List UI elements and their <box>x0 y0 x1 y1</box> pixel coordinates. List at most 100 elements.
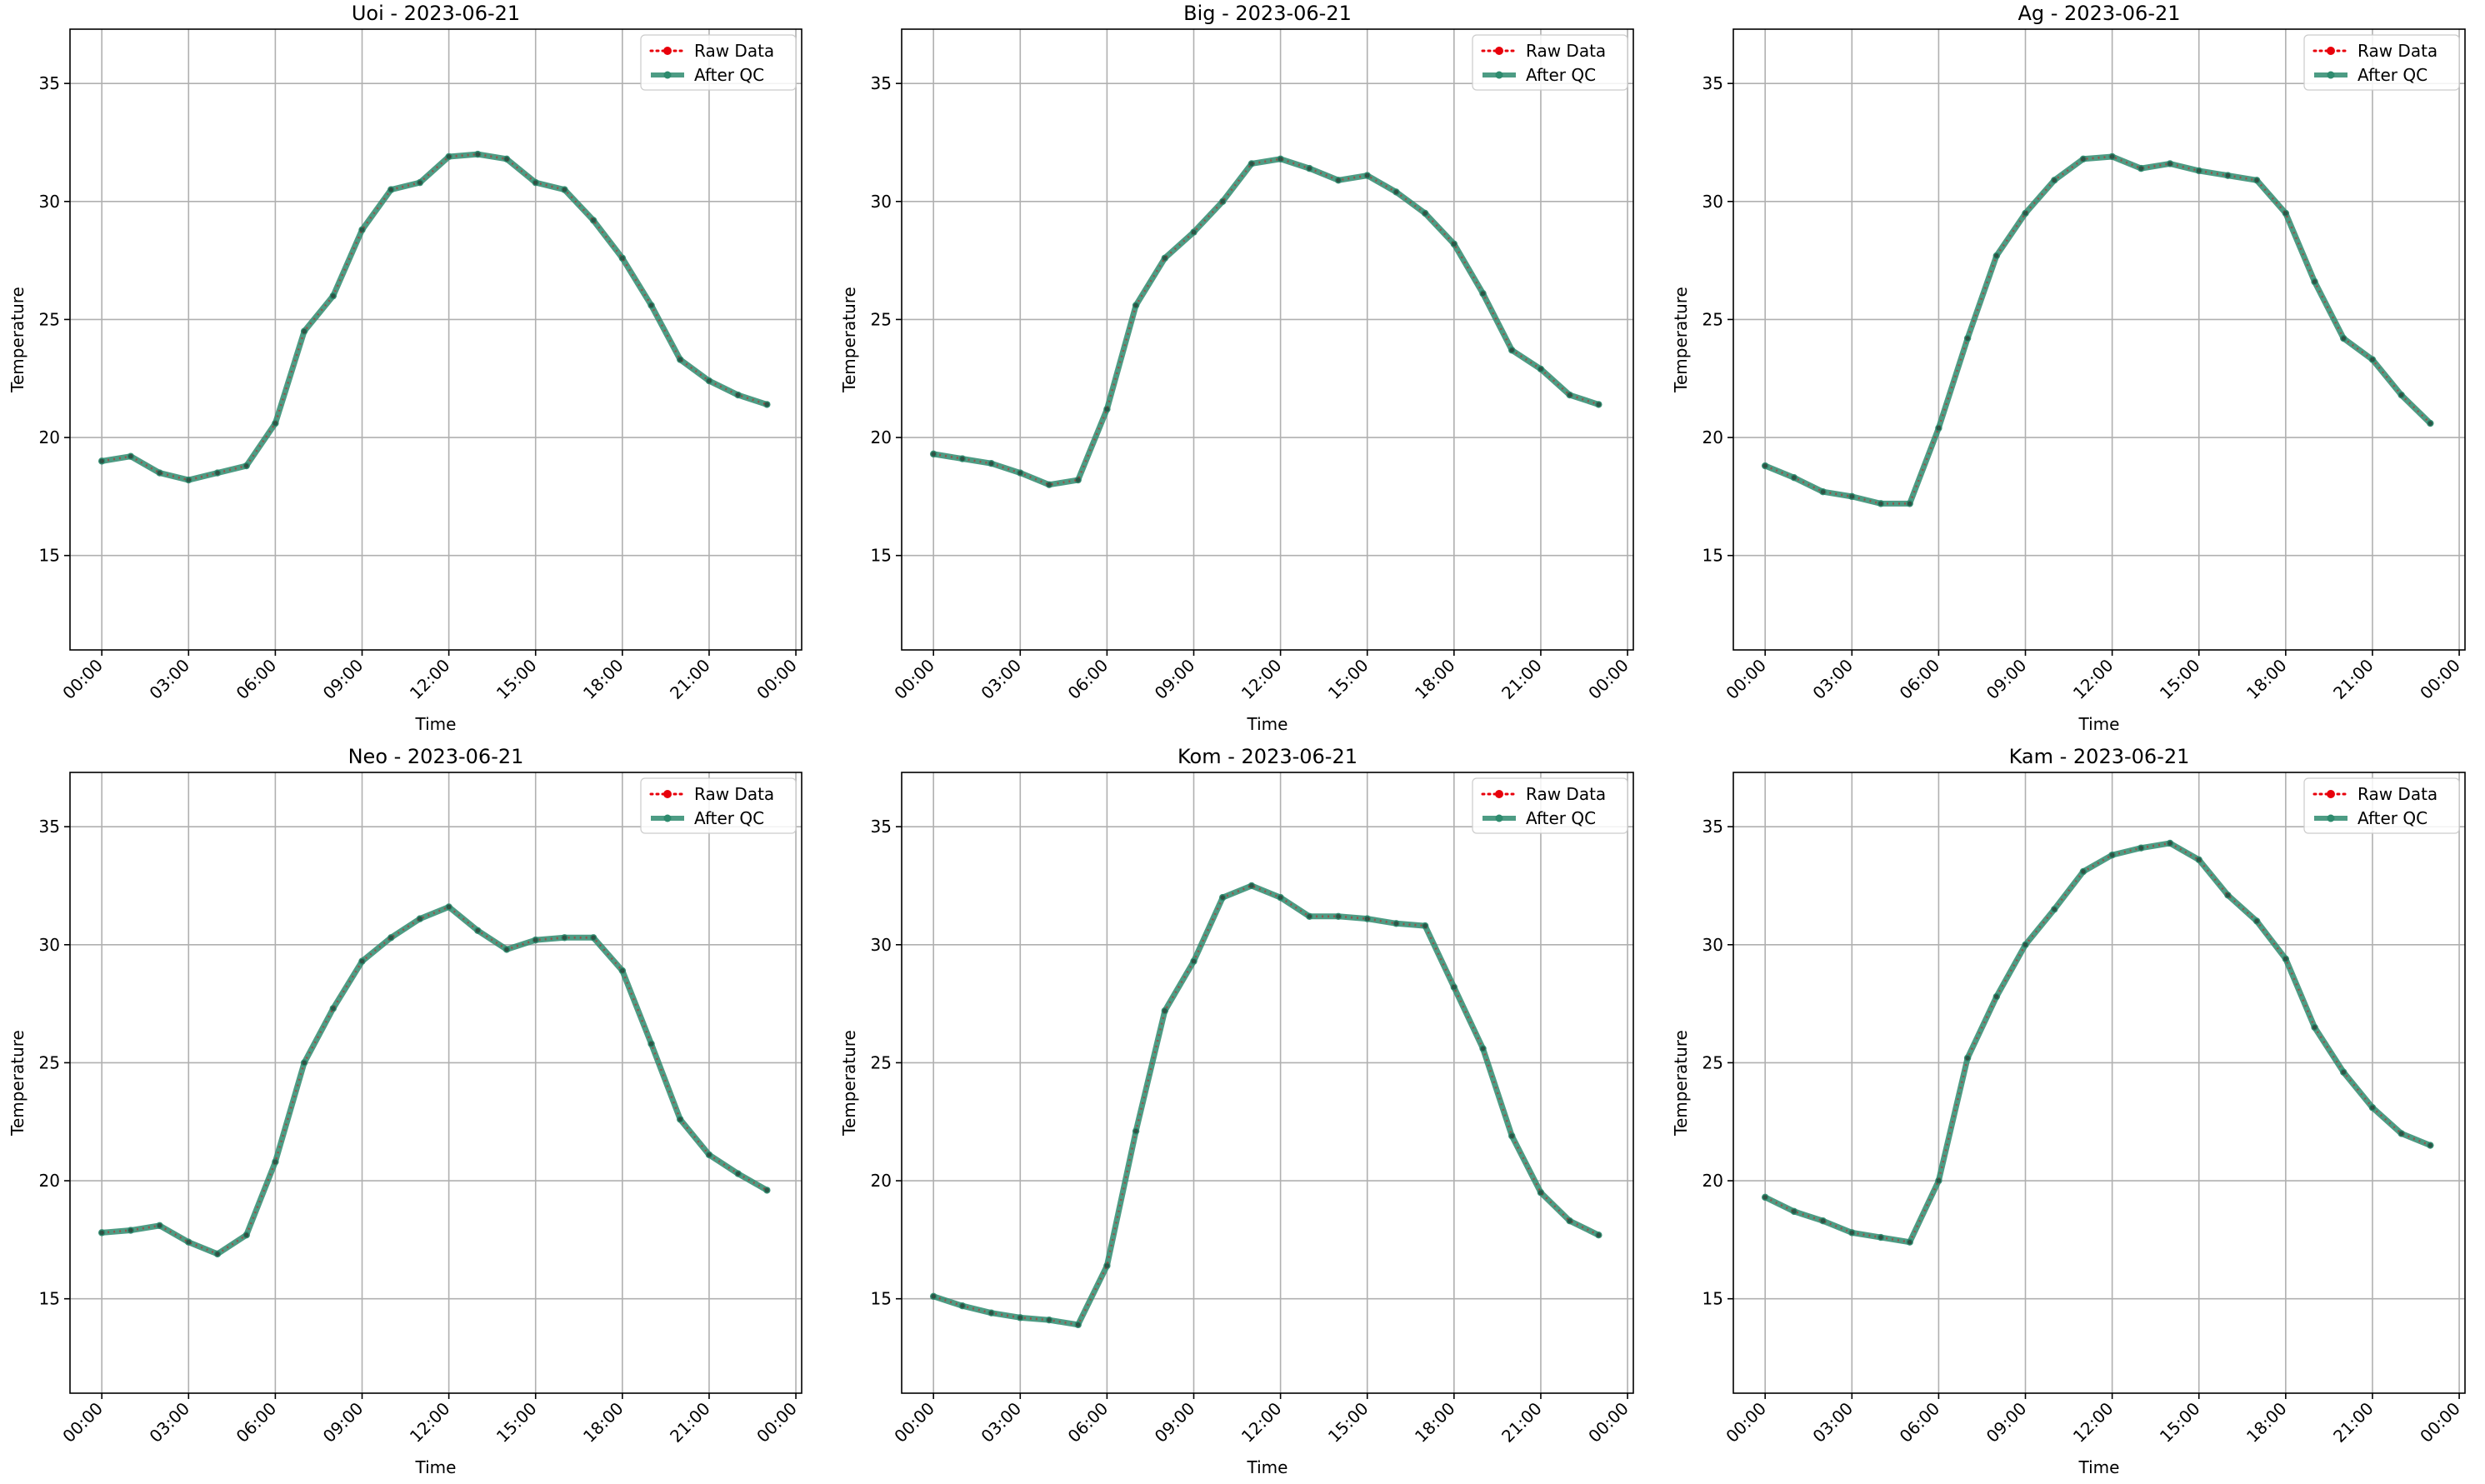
x-tick-label: 03:00 <box>145 655 193 703</box>
point-raw-data <box>1220 198 1226 204</box>
x-tick-label: 03:00 <box>145 1398 193 1447</box>
x-tick-label: 00:00 <box>1722 655 1770 703</box>
chart-title: Kom - 2023-06-21 <box>1178 745 1358 768</box>
y-tick-label: 15 <box>871 546 892 566</box>
point-raw-data <box>648 302 654 308</box>
legend-marker-raw-data <box>2327 47 2335 55</box>
point-raw-data <box>1509 1133 1515 1139</box>
x-tick-label: 00:00 <box>1584 655 1632 703</box>
y-tick-label: 15 <box>1702 1289 1723 1309</box>
y-tick-label: 20 <box>39 427 60 447</box>
y-tick-label: 15 <box>39 546 60 566</box>
point-raw-data <box>1792 475 1797 481</box>
legend-label-after-qc: After QC <box>2358 808 2428 828</box>
point-raw-data <box>591 935 596 941</box>
y-axis-label: Temperature <box>839 287 859 393</box>
point-raw-data <box>1936 1178 1942 1183</box>
legend: Raw Data After QC <box>1472 34 1628 91</box>
y-tick-label: 30 <box>871 935 892 955</box>
x-tick-label: 00:00 <box>58 655 107 703</box>
point-raw-data <box>302 328 307 334</box>
point-raw-data <box>1762 1195 1768 1200</box>
x-tick-label: 12:00 <box>2069 1398 2118 1447</box>
point-raw-data <box>1965 336 1970 341</box>
point-raw-data <box>243 463 249 468</box>
point-raw-data <box>99 1230 104 1236</box>
point-raw-data <box>648 1041 654 1047</box>
point-raw-data <box>1075 1322 1081 1327</box>
point-raw-data <box>931 452 936 457</box>
legend-marker-after-qc <box>1495 814 1503 822</box>
point-raw-data <box>186 1239 192 1245</box>
x-tick-label: 18:00 <box>579 655 628 703</box>
point-raw-data <box>678 357 683 362</box>
legend-label-raw-data: Raw Data <box>1526 784 1606 804</box>
series-line-raw-data <box>1764 842 2431 1244</box>
point-raw-data <box>504 156 509 162</box>
plot-frame <box>901 772 1634 1394</box>
x-tick-label: 18:00 <box>579 1398 628 1447</box>
x-tick-label: 21:00 <box>2329 655 2378 703</box>
point-raw-data <box>1018 1315 1023 1321</box>
x-tick-label: 00:00 <box>752 655 801 703</box>
point-raw-data <box>1480 1046 1486 1052</box>
y-axis-label: Temperature <box>8 1030 28 1137</box>
point-raw-data <box>1336 177 1341 183</box>
point-raw-data <box>1480 291 1486 297</box>
x-tick-label: 21:00 <box>666 1398 714 1447</box>
x-tick-label: 06:00 <box>1064 1398 1112 1447</box>
point-raw-data <box>931 1294 936 1299</box>
chart-panel-5: 15 20 25 30 35 00:00 03:00 06:00 09:00 12:00 15:00… <box>839 745 1634 1477</box>
chart-title: Ag - 2023-06-21 <box>2018 2 2180 25</box>
point-raw-data <box>446 154 452 159</box>
y-axis-label: Temperature <box>1671 1030 1691 1137</box>
point-raw-data <box>128 1227 133 1233</box>
point-raw-data <box>1878 501 1883 507</box>
point-raw-data <box>215 470 220 476</box>
series-line-after-qc <box>1762 153 2433 507</box>
chart-panel-2: 15 20 25 30 35 00:00 03:00 06:00 09:00 12:00 15:00… <box>839 2 1634 734</box>
point-raw-data <box>1596 402 1602 407</box>
point-raw-data <box>2341 1069 2347 1075</box>
point-raw-data <box>1567 392 1572 397</box>
point-raw-data <box>620 968 625 973</box>
point-raw-data <box>1047 1317 1052 1322</box>
chart-panel-3: 15 20 25 30 35 00:00 03:00 06:00 09:00 12:00 15:00… <box>1671 2 2466 734</box>
series-line-after-qc <box>98 151 770 483</box>
y-tick-label: 30 <box>1702 935 1723 955</box>
point-raw-data <box>735 1171 741 1177</box>
series-line-after-qc <box>930 882 1602 1328</box>
x-axis-label: Time <box>2078 714 2120 734</box>
y-tick-label: 35 <box>39 817 60 837</box>
legend: Raw Data After QC <box>640 777 797 834</box>
point-raw-data <box>764 1187 770 1193</box>
point-raw-data <box>359 958 365 964</box>
x-tick-label: 12:00 <box>1238 655 1286 703</box>
point-raw-data <box>562 935 568 941</box>
legend: Raw Data After QC <box>640 34 797 91</box>
point-raw-data <box>1936 425 1942 431</box>
point-raw-data <box>302 1060 307 1066</box>
plot-frame <box>901 28 1634 651</box>
y-tick-label: 25 <box>1702 1052 1723 1072</box>
point-raw-data <box>678 1117 683 1122</box>
series-line-raw-data <box>102 905 768 1256</box>
y-tick-label: 20 <box>871 1171 892 1191</box>
point-raw-data <box>359 227 365 232</box>
point-raw-data <box>1104 1263 1110 1268</box>
chart-title: Kam - 2023-06-21 <box>2009 745 2190 768</box>
point-raw-data <box>2341 336 2347 341</box>
point-raw-data <box>1075 477 1081 482</box>
point-raw-data <box>215 1252 220 1257</box>
point-raw-data <box>157 470 162 476</box>
x-axis-label: Time <box>415 714 457 734</box>
point-raw-data <box>1307 913 1312 919</box>
y-tick-label: 25 <box>39 1052 60 1072</box>
x-tick-label: 09:00 <box>1982 1398 2031 1447</box>
x-tick-label: 21:00 <box>1498 1398 1546 1447</box>
point-raw-data <box>1849 494 1855 499</box>
legend-marker-raw-data <box>663 790 672 798</box>
x-tick-label: 00:00 <box>1722 1398 1770 1447</box>
x-tick-label: 15:00 <box>2156 655 2204 703</box>
y-tick-label: 15 <box>39 1289 60 1309</box>
